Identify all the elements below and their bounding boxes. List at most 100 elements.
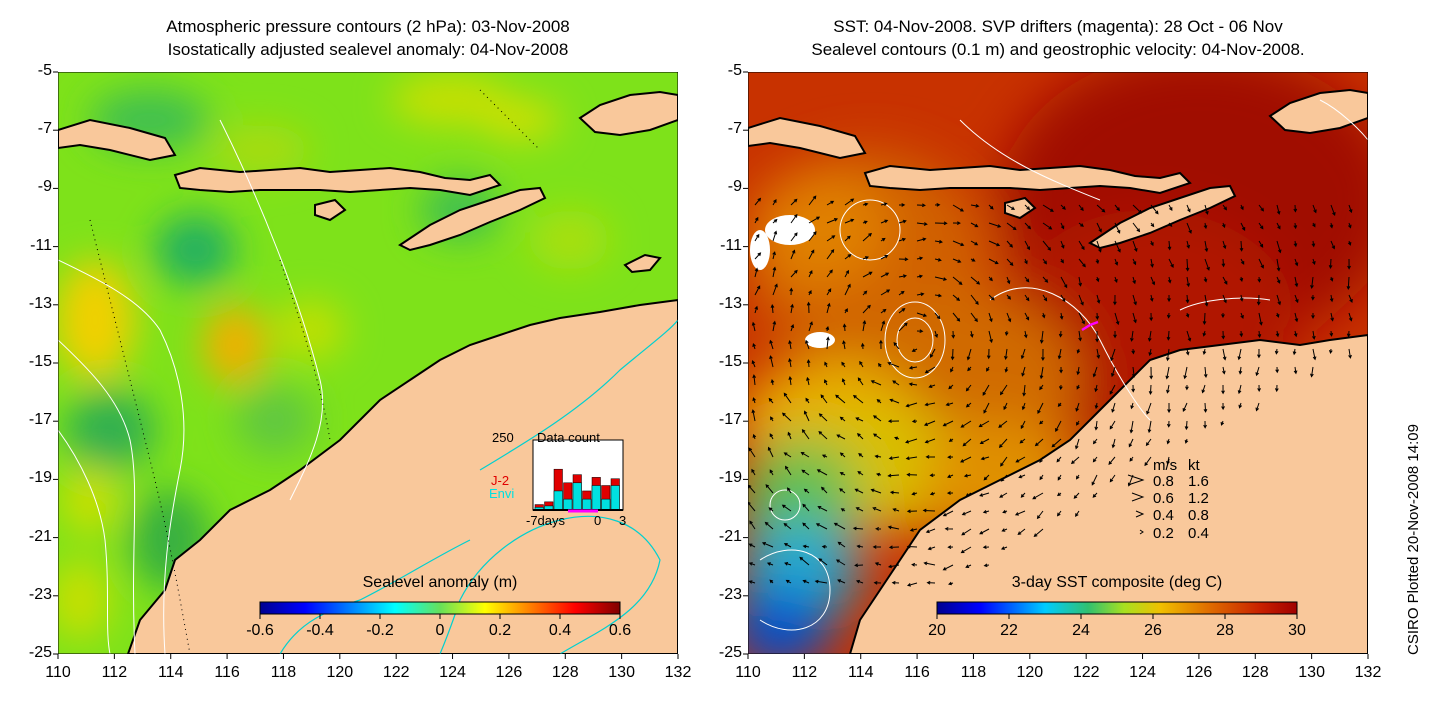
- velocity-arrow: [1076, 420, 1080, 426]
- velocity-arrow: [824, 361, 828, 368]
- velocity-arrow: [1276, 204, 1281, 215]
- velocity-arrow: [1165, 366, 1170, 380]
- velocity-arrow: [898, 308, 906, 314]
- velocity-arrow: [1330, 312, 1334, 322]
- velocity-arrow: [820, 394, 828, 404]
- velocity-arrow: [1006, 312, 1012, 323]
- velocity-arrow: [952, 258, 962, 263]
- velocity-arrow: [1095, 330, 1099, 343]
- velocity-arrow: [1076, 348, 1081, 354]
- colorbar-tick-label: -0.4: [306, 622, 334, 639]
- lat-tick-label: -23: [28, 585, 52, 603]
- lon-tick-label: 112: [101, 664, 128, 681]
- velocity-arrow: [1237, 348, 1242, 361]
- velocity-arrow: [1258, 312, 1263, 326]
- velocity-arrow: [751, 409, 756, 422]
- lat-tick-label: -19: [718, 469, 742, 487]
- velocity-arrow: [800, 452, 810, 458]
- velocity-arrow: [1185, 258, 1190, 272]
- velocity-arrow: [841, 378, 846, 386]
- velocity-arrow: [1239, 240, 1244, 252]
- velocity-arrow: [1239, 330, 1244, 338]
- velocity-arrow: [1056, 510, 1062, 517]
- velocity-arrow: [986, 348, 991, 360]
- velocity-arrow: [1023, 330, 1028, 339]
- velocity-arrow: [965, 402, 972, 408]
- velocity-arrow: [947, 545, 954, 549]
- velocity-arrow: [1015, 456, 1026, 463]
- velocity-arrow: [898, 219, 907, 224]
- velocity-arrow: [783, 452, 792, 458]
- velocity-arrow: [1109, 420, 1116, 430]
- velocity-arrow: [768, 397, 774, 404]
- velocity-arrow: [1113, 330, 1117, 339]
- velocity-arrow: [1258, 240, 1264, 248]
- velocity-arrow: [892, 380, 900, 386]
- velocity-arrow: [1111, 438, 1116, 449]
- velocity-arrow: [790, 249, 796, 260]
- velocity-arrow: [1257, 348, 1261, 359]
- lat-tick-label: -7: [727, 120, 742, 138]
- velocity-arrow: [1039, 384, 1044, 391]
- velocity-arrow: [1201, 384, 1206, 394]
- velocity-arrow: [878, 362, 882, 368]
- velocity-arrow: [1132, 258, 1137, 266]
- velocity-arrow: [1275, 330, 1280, 338]
- velocity-arrow: [1274, 348, 1279, 355]
- velocity-arrow: [752, 374, 757, 386]
- velocity-arrow: [969, 330, 974, 338]
- velocity-arrow: [948, 581, 954, 586]
- velocity-arrow: [1239, 294, 1244, 302]
- left-dotted-contours: [89, 89, 541, 654]
- inset-bar-envi: [601, 498, 611, 511]
- velocity-arrow: [934, 203, 941, 207]
- velocity-arrow: [1166, 456, 1170, 465]
- sst-colorbar-label: 3-day SST composite (deg C): [1011, 574, 1223, 591]
- velocity-arrow: [770, 416, 774, 422]
- velocity-arrow: [1347, 240, 1352, 246]
- velocity-arrow: [862, 202, 869, 207]
- velocity-arrow: [1057, 492, 1062, 497]
- lon-tick-label: 132: [664, 664, 692, 681]
- velocity-arrow: [988, 222, 1002, 228]
- velocity-arrow: [765, 484, 774, 494]
- velocity-arrow: [870, 488, 882, 494]
- velocity-arrow: [1004, 366, 1009, 373]
- velocity-arrow: [1130, 402, 1134, 410]
- velocity-arrow: [844, 198, 855, 206]
- velocity-arrow: [1000, 456, 1008, 467]
- velocity-arrow: [1240, 258, 1245, 265]
- velocity-arrow: [1006, 240, 1013, 248]
- lat-tick-label: -5: [727, 62, 742, 79]
- velocity-arrow: [1111, 366, 1116, 378]
- velocity-arrow: [1150, 222, 1155, 228]
- left-map: [58, 72, 678, 654]
- velocity-arrow: [818, 430, 828, 440]
- velocity-arrow: [1257, 384, 1261, 393]
- sst-colorbar: [936, 601, 1298, 615]
- velocity-arrow: [898, 203, 906, 207]
- velocity-arrow: [1204, 240, 1209, 253]
- velocity-arrow: [858, 453, 864, 458]
- velocity-arrow: [934, 258, 942, 262]
- velocity-arrow: [826, 218, 839, 224]
- lon-tick-label: 124: [1129, 664, 1156, 681]
- velocity-arrow: [1240, 222, 1246, 231]
- velocity-arrow: [1146, 402, 1152, 415]
- velocity-arrow: [1276, 258, 1281, 272]
- velocity-arrow: [1222, 276, 1228, 285]
- velocity-arrow: [788, 375, 793, 386]
- velocity-arrow: [1024, 312, 1030, 321]
- velocity-arrow: [839, 452, 846, 458]
- colorbar-tick-label: 0.6: [608, 622, 632, 639]
- lat-tick-label: -13: [28, 294, 52, 312]
- velocity-arrow: [1020, 420, 1026, 430]
- velocity-arrow: [961, 510, 972, 516]
- velocity-arrow: [906, 472, 918, 477]
- velocity-arrow: [916, 274, 924, 279]
- velocity-arrow: [898, 274, 907, 278]
- velocity-arrow: [844, 269, 849, 278]
- velocity-arrow: [805, 397, 810, 404]
- velocity-arrow: [1022, 384, 1026, 397]
- velocity-arrow: [770, 304, 775, 314]
